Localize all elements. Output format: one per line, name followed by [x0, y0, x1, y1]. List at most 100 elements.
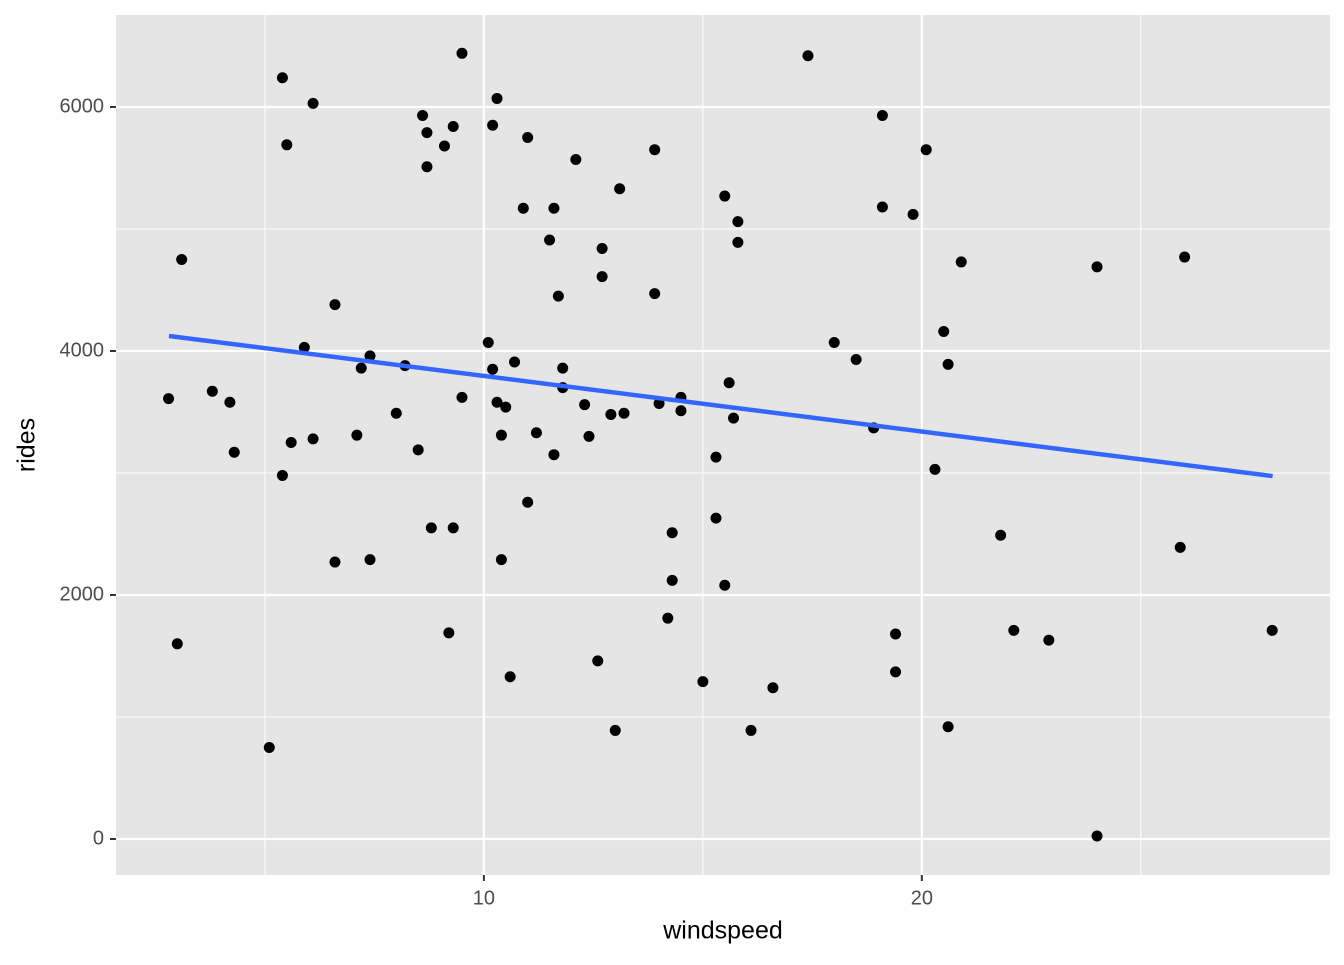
- point: [666, 574, 678, 586]
- point: [517, 202, 529, 214]
- point: [329, 556, 341, 568]
- point: [495, 429, 507, 441]
- point: [329, 299, 341, 311]
- point: [802, 50, 814, 62]
- point: [171, 638, 183, 650]
- point: [557, 362, 569, 374]
- point: [447, 121, 459, 133]
- point: [509, 356, 521, 368]
- point: [890, 628, 902, 640]
- point: [675, 405, 687, 417]
- point: [548, 202, 560, 214]
- point: [723, 377, 735, 389]
- point: [745, 724, 757, 736]
- point: [482, 336, 494, 348]
- point: [355, 362, 367, 374]
- y-axis-title: rides: [13, 418, 41, 472]
- point: [447, 522, 459, 534]
- point: [491, 92, 503, 104]
- point: [618, 407, 630, 419]
- point: [732, 216, 744, 228]
- point: [281, 139, 293, 151]
- y-tick-label: 6000: [60, 95, 105, 117]
- point: [425, 522, 437, 534]
- point: [876, 201, 888, 213]
- point: [417, 110, 429, 122]
- point: [495, 554, 507, 566]
- point: [1091, 830, 1103, 842]
- point: [876, 110, 888, 122]
- y-tick-label: 0: [93, 827, 104, 849]
- point: [263, 742, 275, 754]
- plot-panel: [116, 15, 1330, 875]
- point: [500, 401, 512, 413]
- point: [596, 271, 608, 283]
- point: [955, 256, 967, 268]
- point: [421, 161, 433, 173]
- point: [732, 236, 744, 248]
- point: [710, 451, 722, 463]
- point: [364, 554, 376, 566]
- point: [228, 446, 240, 458]
- point: [224, 396, 236, 408]
- point: [728, 412, 740, 424]
- point: [920, 144, 932, 156]
- point: [942, 358, 954, 370]
- point: [522, 131, 534, 143]
- point: [649, 288, 661, 300]
- point: [364, 350, 376, 362]
- point: [522, 496, 534, 508]
- point: [609, 724, 621, 736]
- point: [592, 655, 604, 667]
- point: [605, 408, 617, 420]
- point: [767, 682, 779, 694]
- point: [907, 208, 919, 220]
- point: [938, 325, 950, 337]
- point: [583, 430, 595, 442]
- point: [443, 627, 455, 639]
- point: [390, 407, 402, 419]
- point: [719, 579, 731, 591]
- point: [1091, 261, 1103, 273]
- point: [438, 140, 450, 152]
- point: [662, 612, 674, 624]
- point: [487, 119, 499, 131]
- point: [298, 341, 310, 353]
- y-tick-label: 4000: [60, 339, 105, 361]
- point: [456, 47, 468, 59]
- point: [1179, 251, 1191, 263]
- point: [276, 72, 288, 84]
- point: [176, 253, 188, 265]
- point: [929, 463, 941, 475]
- point: [276, 469, 288, 481]
- point: [530, 427, 542, 439]
- point: [890, 666, 902, 678]
- point: [649, 144, 661, 156]
- x-tick-label: 10: [473, 887, 495, 909]
- point: [942, 721, 954, 733]
- point: [697, 676, 709, 688]
- point: [570, 153, 582, 165]
- point: [491, 396, 503, 408]
- point: [1174, 541, 1186, 553]
- point: [206, 385, 218, 397]
- point: [412, 444, 424, 456]
- point: [307, 97, 319, 109]
- point: [487, 363, 499, 375]
- point: [548, 449, 560, 461]
- point: [421, 127, 433, 139]
- point: [163, 393, 175, 405]
- point: [504, 671, 516, 683]
- point: [614, 183, 626, 195]
- point: [995, 529, 1007, 541]
- point: [850, 354, 862, 366]
- trend-line: [168, 333, 1273, 479]
- point: [1266, 624, 1278, 636]
- point: [307, 433, 319, 445]
- point: [285, 436, 297, 448]
- point: [579, 399, 591, 411]
- x-axis-title: windspeed: [662, 917, 783, 945]
- point: [351, 429, 363, 441]
